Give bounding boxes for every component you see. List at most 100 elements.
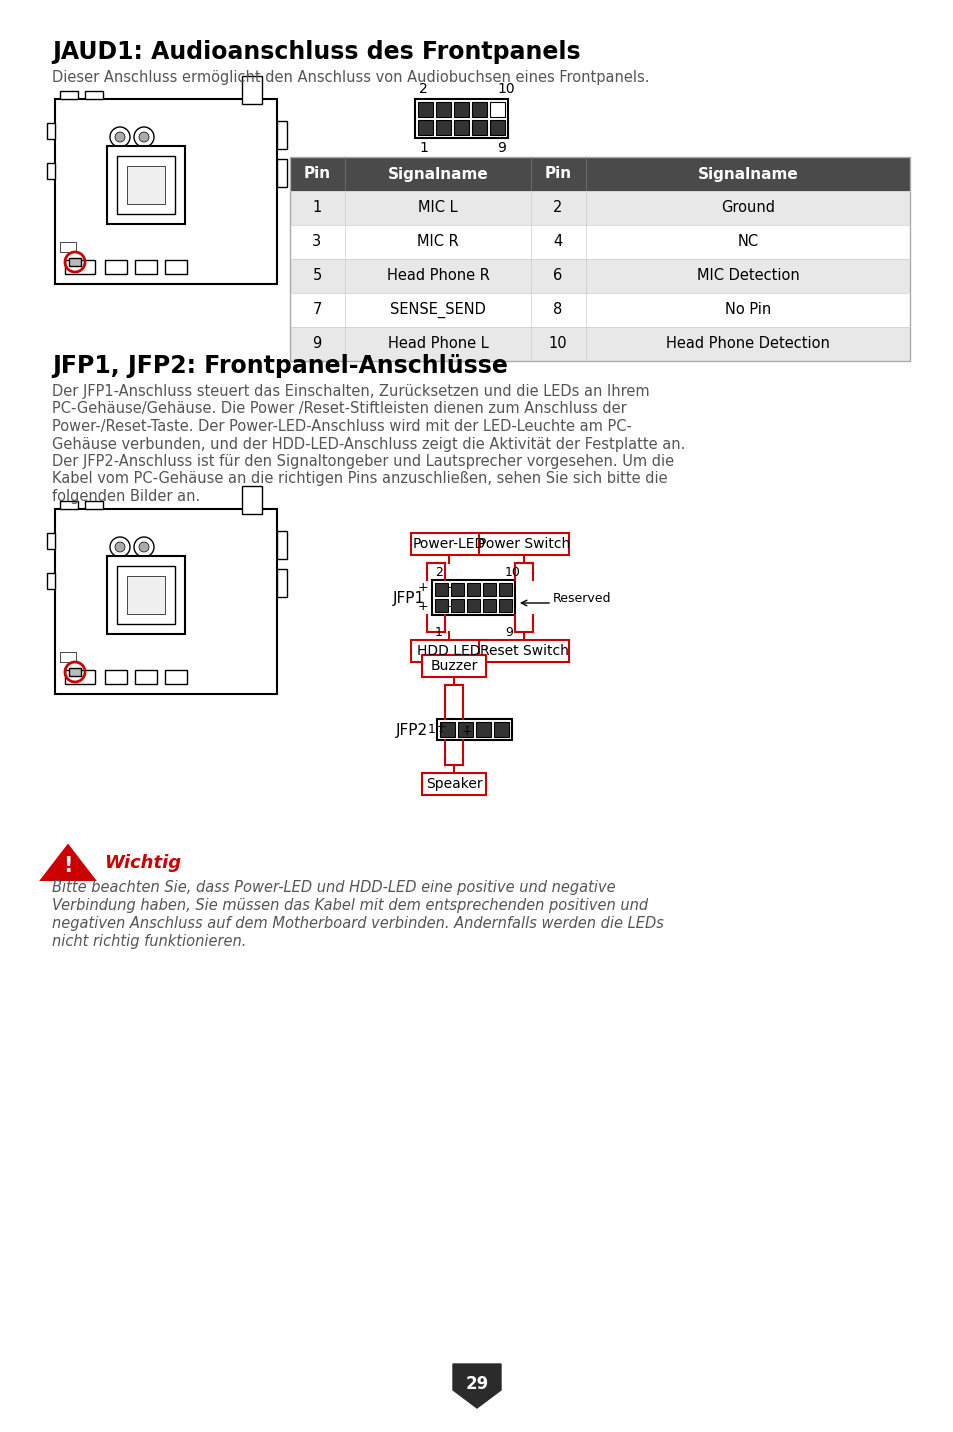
- Bar: [478, 533, 568, 556]
- Text: +: +: [417, 581, 428, 594]
- Text: +: +: [461, 725, 472, 737]
- Text: Reset Switch: Reset Switch: [479, 644, 568, 657]
- Text: -: -: [464, 720, 469, 733]
- Text: Ground: Ground: [720, 200, 774, 215]
- Text: 2: 2: [435, 566, 442, 579]
- Circle shape: [115, 132, 125, 142]
- Text: Der JFP2-Anschluss ist für den Signaltongeber und Lautsprecher vorgesehen. Um di: Der JFP2-Anschluss ist für den Signalton…: [52, 454, 674, 470]
- Bar: [454, 120, 469, 135]
- Text: MIC L: MIC L: [417, 200, 457, 215]
- Text: JFP1, JFP2: Frontpanel-Anschlüsse: JFP1, JFP2: Frontpanel-Anschlüsse: [52, 354, 507, 378]
- Text: -: -: [446, 581, 451, 594]
- Bar: [135, 670, 157, 684]
- Bar: [421, 773, 485, 795]
- Text: -: -: [438, 725, 443, 737]
- Polygon shape: [453, 1365, 500, 1408]
- Bar: [290, 158, 909, 190]
- Bar: [60, 501, 78, 508]
- Bar: [421, 654, 485, 677]
- Circle shape: [139, 541, 149, 551]
- Text: Gehäuse verbunden, und der HDD-LED-Anschluss zeigt die Aktivität der Festplatte : Gehäuse verbunden, und der HDD-LED-Ansch…: [52, 437, 684, 451]
- Text: Der JFP1-Anschluss steuert das Einschalten, Zurücksetzen und die LEDs an Ihrem: Der JFP1-Anschluss steuert das Einschalt…: [52, 384, 649, 400]
- Bar: [451, 599, 463, 611]
- Bar: [60, 652, 76, 662]
- Circle shape: [133, 127, 153, 147]
- Bar: [411, 533, 486, 556]
- Bar: [290, 294, 909, 326]
- Bar: [107, 146, 185, 223]
- Text: -: -: [446, 600, 451, 613]
- Bar: [107, 556, 185, 634]
- Bar: [482, 583, 496, 596]
- Bar: [69, 667, 81, 676]
- Text: Buzzer: Buzzer: [430, 659, 477, 673]
- Bar: [127, 166, 165, 203]
- Bar: [55, 508, 276, 695]
- Text: 10: 10: [497, 82, 514, 96]
- Bar: [47, 533, 55, 548]
- Text: JAUD1: Audioanschluss des Frontpanels: JAUD1: Audioanschluss des Frontpanels: [52, 40, 580, 64]
- Text: MIC Detection: MIC Detection: [696, 269, 799, 284]
- Circle shape: [110, 537, 130, 557]
- Text: 9: 9: [312, 337, 321, 351]
- Bar: [276, 159, 287, 188]
- Bar: [105, 670, 127, 684]
- Bar: [439, 722, 455, 737]
- Bar: [467, 583, 479, 596]
- Text: 9: 9: [497, 140, 505, 155]
- Text: Signalname: Signalname: [697, 166, 798, 182]
- Circle shape: [115, 541, 125, 551]
- Text: Power-LED: Power-LED: [412, 537, 485, 551]
- Bar: [454, 102, 469, 117]
- Bar: [135, 261, 157, 274]
- Bar: [467, 599, 479, 611]
- Text: Signalname: Signalname: [387, 166, 488, 182]
- Bar: [242, 485, 262, 514]
- Text: NC: NC: [737, 235, 758, 249]
- Bar: [432, 580, 515, 614]
- Text: No Pin: No Pin: [724, 302, 770, 318]
- Text: JFP1: JFP1: [393, 590, 424, 606]
- Bar: [482, 599, 496, 611]
- Bar: [417, 120, 433, 135]
- Text: 7: 7: [312, 302, 321, 318]
- Bar: [411, 640, 486, 662]
- Text: +: +: [436, 720, 446, 733]
- Bar: [436, 120, 451, 135]
- Text: Pin: Pin: [303, 166, 331, 182]
- Text: Power Switch: Power Switch: [477, 537, 570, 551]
- Text: Verbindung haben, Sie müssen das Kabel mit dem entsprechenden positiven und: Verbindung haben, Sie müssen das Kabel m…: [52, 898, 647, 914]
- Text: MIC R: MIC R: [416, 235, 458, 249]
- Circle shape: [133, 537, 153, 557]
- Bar: [127, 576, 165, 614]
- Bar: [276, 120, 287, 149]
- Bar: [117, 156, 174, 213]
- Text: 1: 1: [418, 140, 428, 155]
- Bar: [476, 722, 491, 737]
- Bar: [436, 719, 512, 740]
- Bar: [165, 261, 187, 274]
- Text: Pin: Pin: [544, 166, 571, 182]
- Text: Speaker: Speaker: [425, 778, 482, 790]
- Bar: [276, 531, 287, 558]
- Text: Power-/Reset-Taste. Der Power-LED-Anschluss wird mit der LED-Leuchte am PC-: Power-/Reset-Taste. Der Power-LED-Anschl…: [52, 420, 631, 434]
- Text: 4: 4: [553, 235, 562, 249]
- Text: JFP2: JFP2: [395, 723, 428, 737]
- Bar: [490, 120, 504, 135]
- Bar: [60, 242, 76, 252]
- Bar: [165, 670, 187, 684]
- Bar: [65, 261, 95, 274]
- Bar: [242, 76, 262, 105]
- Bar: [490, 102, 504, 117]
- Circle shape: [139, 132, 149, 142]
- Text: 2: 2: [418, 82, 427, 96]
- Text: PC-Gehäuse/Gehäuse. Die Power /Reset-Stiftleisten dienen zum Anschluss der: PC-Gehäuse/Gehäuse. Die Power /Reset-Sti…: [52, 401, 626, 417]
- Text: Head Phone R: Head Phone R: [386, 269, 489, 284]
- Bar: [498, 599, 512, 611]
- Text: 10: 10: [548, 337, 567, 351]
- Bar: [451, 583, 463, 596]
- Bar: [457, 722, 473, 737]
- Bar: [415, 99, 507, 137]
- Bar: [105, 261, 127, 274]
- Text: 29: 29: [465, 1375, 488, 1393]
